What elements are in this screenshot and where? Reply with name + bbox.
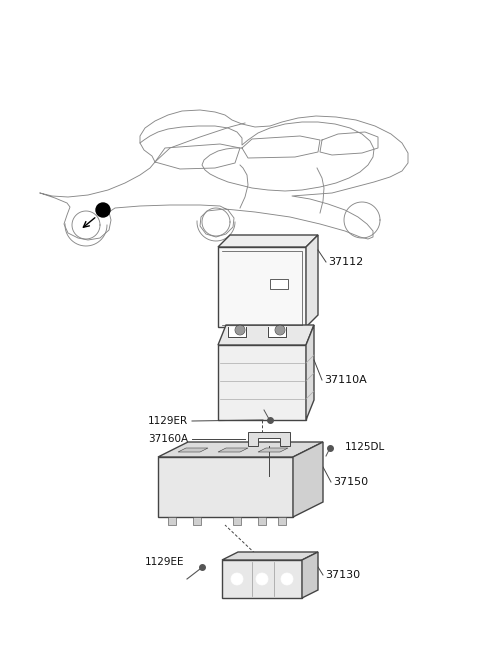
Polygon shape bbox=[168, 517, 176, 525]
Text: 1129ER: 1129ER bbox=[148, 416, 188, 426]
Text: 1129EE: 1129EE bbox=[145, 557, 184, 567]
Polygon shape bbox=[218, 235, 318, 247]
Polygon shape bbox=[193, 517, 201, 525]
Polygon shape bbox=[218, 325, 314, 345]
Text: 1125DL: 1125DL bbox=[345, 442, 385, 452]
Polygon shape bbox=[218, 448, 248, 452]
Polygon shape bbox=[306, 235, 318, 327]
Circle shape bbox=[96, 203, 110, 217]
Polygon shape bbox=[258, 517, 266, 525]
Polygon shape bbox=[158, 442, 323, 457]
Polygon shape bbox=[306, 325, 314, 420]
Polygon shape bbox=[222, 552, 318, 560]
Text: 37130: 37130 bbox=[325, 570, 360, 580]
Text: 37110A: 37110A bbox=[324, 375, 367, 385]
Text: 37160A: 37160A bbox=[148, 434, 188, 444]
Circle shape bbox=[231, 573, 243, 585]
Circle shape bbox=[276, 326, 284, 334]
Circle shape bbox=[236, 326, 244, 334]
Polygon shape bbox=[228, 327, 246, 337]
Polygon shape bbox=[222, 560, 302, 598]
Polygon shape bbox=[218, 345, 306, 420]
Bar bbox=[270, 279, 288, 289]
Polygon shape bbox=[278, 517, 286, 525]
Circle shape bbox=[281, 573, 293, 585]
Polygon shape bbox=[178, 448, 208, 452]
Circle shape bbox=[256, 573, 268, 585]
Polygon shape bbox=[218, 247, 306, 327]
Polygon shape bbox=[233, 517, 241, 525]
Text: 37150: 37150 bbox=[333, 477, 368, 487]
Polygon shape bbox=[268, 327, 286, 337]
Text: 37112: 37112 bbox=[328, 257, 363, 267]
Polygon shape bbox=[158, 457, 293, 517]
Polygon shape bbox=[248, 432, 290, 446]
Polygon shape bbox=[258, 448, 288, 452]
Polygon shape bbox=[293, 442, 323, 517]
Polygon shape bbox=[302, 552, 318, 598]
